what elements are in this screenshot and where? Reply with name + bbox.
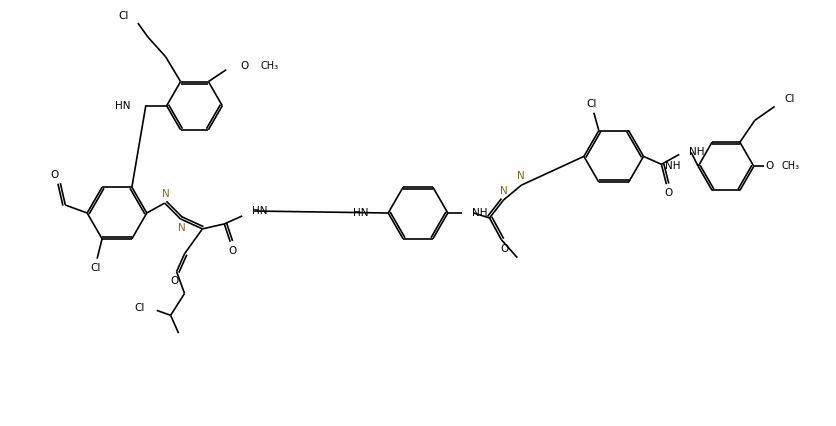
Text: HN: HN: [252, 206, 268, 216]
Text: NH: NH: [664, 161, 680, 171]
Text: NH: NH: [688, 147, 704, 157]
Text: Cl: Cl: [119, 11, 129, 21]
Text: Cl: Cl: [135, 303, 145, 314]
Text: NH: NH: [472, 208, 487, 218]
Text: HN: HN: [115, 101, 130, 111]
Text: O: O: [171, 276, 179, 285]
Text: CH₃: CH₃: [260, 61, 278, 71]
Text: O: O: [664, 188, 671, 198]
Text: O: O: [228, 246, 236, 256]
Text: O: O: [50, 170, 59, 180]
Text: HN: HN: [353, 208, 368, 218]
Text: Cl: Cl: [586, 99, 596, 109]
Text: O: O: [500, 244, 508, 254]
Text: CH₃: CH₃: [781, 161, 798, 171]
Text: Cl: Cl: [89, 262, 100, 273]
Text: O: O: [765, 161, 773, 171]
Text: Cl: Cl: [783, 95, 794, 104]
Text: O: O: [240, 61, 248, 71]
Text: N: N: [499, 186, 507, 196]
Text: N: N: [517, 171, 524, 181]
Text: N: N: [177, 223, 186, 233]
Text: N: N: [161, 189, 170, 199]
